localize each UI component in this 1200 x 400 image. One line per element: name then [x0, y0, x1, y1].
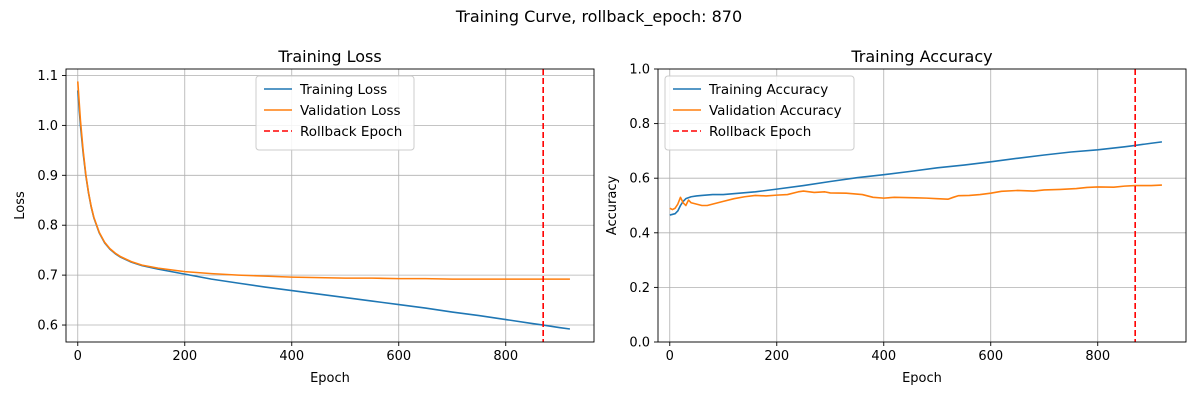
axes-frame [65, 68, 595, 343]
x-tick-label: 400 [871, 349, 896, 364]
y-tick-label: 1.0 [629, 63, 650, 78]
figure-suptitle: Training Curve, rollback_epoch: 870 [455, 7, 742, 27]
y-axis-label: Accuracy [605, 176, 620, 236]
y-tick-label: 0.2 [629, 281, 650, 296]
x-tick-label: 800 [493, 349, 518, 364]
y-tick-label: 0.8 [629, 117, 650, 132]
legend-label: Validation Accuracy [709, 103, 842, 119]
axes-title: Training Loss [277, 47, 381, 66]
series-line-validation-loss [76, 81, 570, 280]
y-tick-label: 0.6 [629, 172, 650, 187]
y-tick-label: 0.8 [37, 219, 58, 234]
x-tick-label: 0 [666, 349, 674, 364]
y-axis-label: Loss [13, 191, 28, 220]
legend: Training Loss Validation Loss Rollback Epo… [255, 75, 415, 151]
x-tick-label: 800 [1085, 349, 1110, 364]
legend-label: Rollback Epoch [709, 124, 811, 140]
x-tick-label: 0 [74, 349, 82, 364]
series-line-validation-accuracy [669, 184, 1162, 211]
legend: Training Accuracy Validation Accuracy Roll… [664, 75, 855, 151]
y-tick-label: 0.7 [37, 269, 58, 284]
legend-label: Training Accuracy [708, 82, 828, 98]
x-tick-label: 600 [978, 349, 1003, 364]
legend-label: Training Loss [299, 82, 387, 98]
y-tick-label: 0.4 [629, 226, 650, 241]
x-tick-label: 600 [386, 349, 411, 364]
axes-frame [657, 68, 1187, 343]
y-tick-label: 0.0 [629, 336, 650, 351]
legend-box [255, 75, 415, 151]
x-axis-label: Epoch [902, 371, 942, 386]
loss-panel: 0 200 400 600 800 0.6 0.7 0.8 0.9 1.0 1.1 Training … [13, 47, 595, 386]
y-tick-label: 0.9 [37, 169, 58, 184]
y-tick-label: 1.1 [37, 69, 58, 84]
x-tick-label: 400 [279, 349, 304, 364]
y-tick-label: 1.0 [37, 119, 58, 134]
x-tick-label: 200 [172, 349, 197, 364]
x-axis-label: Epoch [310, 371, 350, 386]
axes-title: Training Accuracy [850, 47, 992, 66]
x-tick-label: 200 [764, 349, 789, 364]
legend-label: Rollback Epoch [300, 124, 402, 140]
series-line-training-accuracy [669, 141, 1163, 216]
legend-box [664, 75, 855, 151]
legend-label: Validation Loss [300, 103, 401, 119]
accuracy-panel: 0 200 400 600 800 0.0 0.2 0.4 0.6 0.8 1.0 Training … [605, 47, 1187, 386]
y-tick-label: 0.6 [37, 319, 58, 334]
